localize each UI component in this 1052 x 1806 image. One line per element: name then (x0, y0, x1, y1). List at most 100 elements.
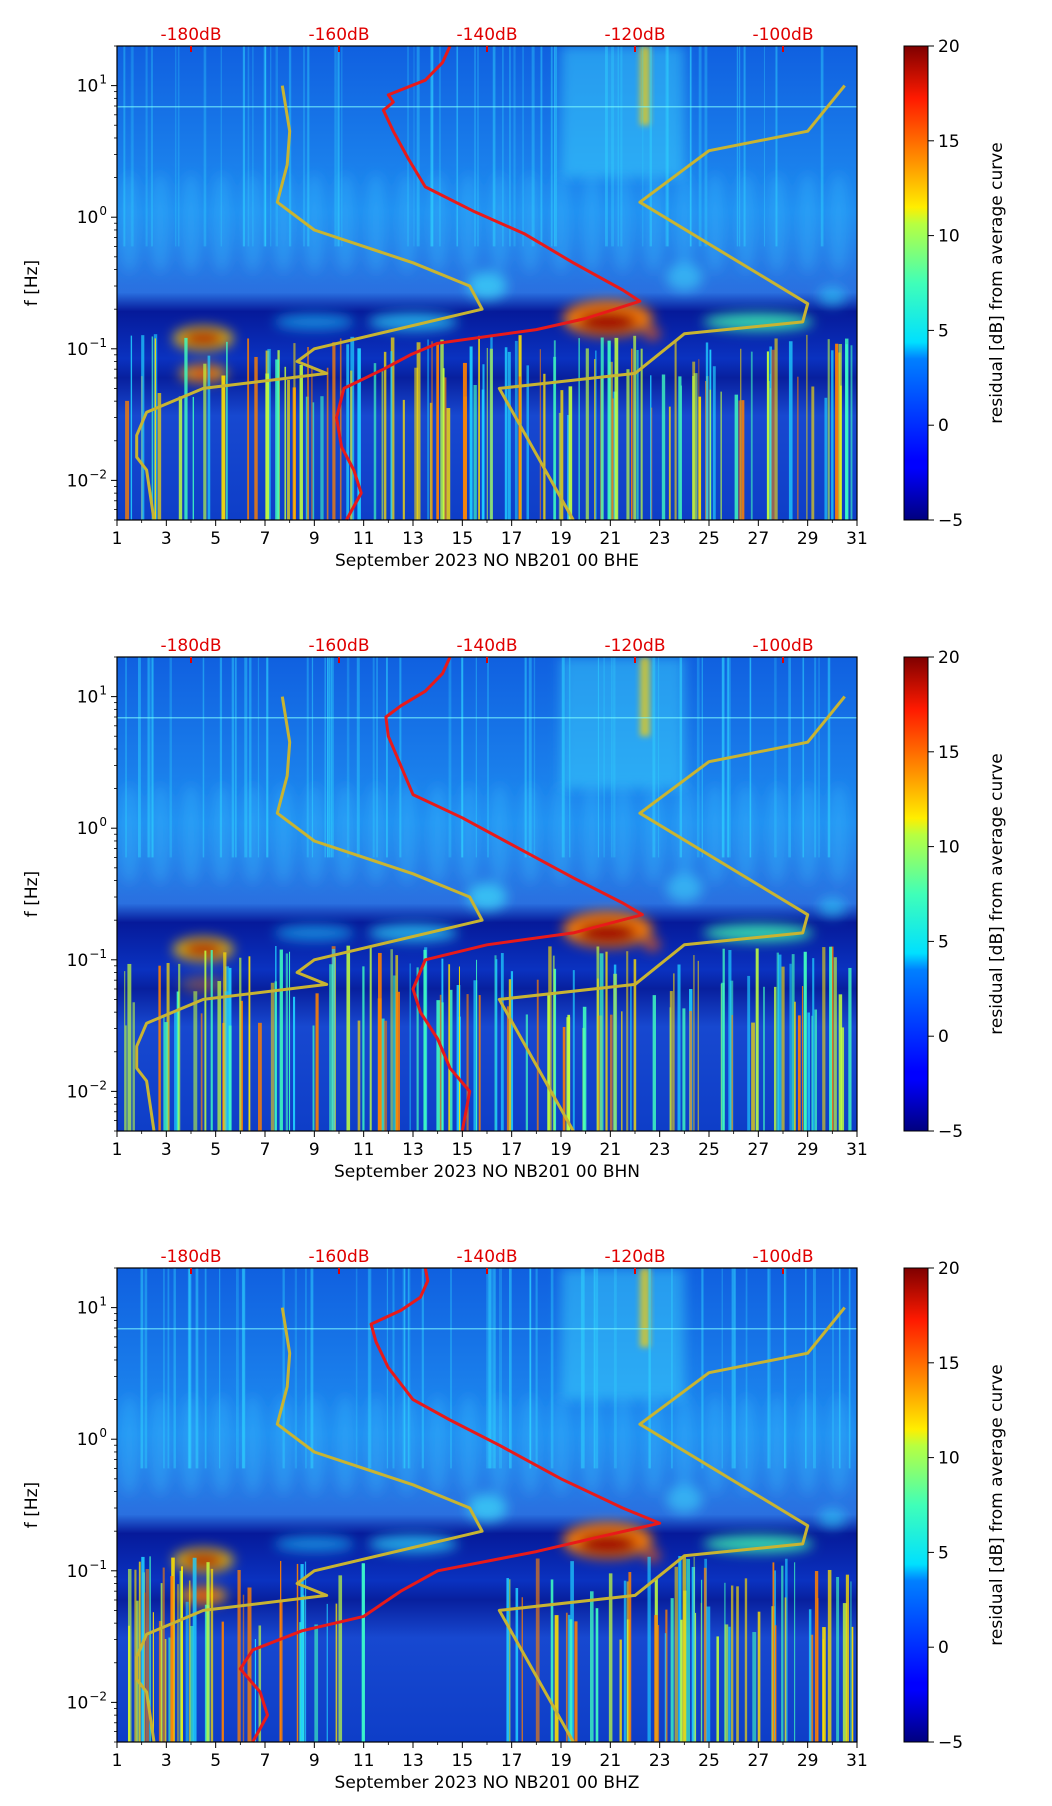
colorbar-tick-label: 5 (938, 321, 949, 341)
x-tick-label: 31 (846, 529, 868, 549)
db-tick-label: -180dB (160, 25, 221, 45)
colorbar: 20 15 10 5 0 −5 residual [dB] from average cur… (903, 37, 1007, 531)
x-tick-label: 29 (797, 1751, 819, 1771)
y-tick-label: 101 (77, 1295, 107, 1319)
median-psd-curve (238, 1267, 662, 1743)
x-tick-label: 21 (600, 1751, 622, 1771)
y-tick-label: 10−2 (67, 467, 107, 491)
colorbar-label: residual [dB] from average curve (987, 753, 1007, 1034)
colorbar-tick-label: −5 (938, 1733, 963, 1753)
x-tick-label: 15 (452, 1751, 474, 1771)
x-tick-label: 29 (797, 529, 819, 549)
db-tick-label: -100dB (752, 25, 813, 45)
plot-area (117, 657, 857, 1131)
x-tick-label: 25 (698, 529, 720, 549)
y-tick-label: 100 (77, 204, 107, 228)
y-tick-label: 10−1 (67, 1558, 107, 1582)
x-tick-label: 13 (402, 1140, 424, 1160)
x-tick-label: 19 (550, 1140, 572, 1160)
y-tick-label: 100 (77, 815, 107, 839)
x-tick-label: 25 (698, 1140, 720, 1160)
db-tick-label: -120dB (604, 25, 665, 45)
x-tick-label: 29 (797, 1140, 819, 1160)
colorbar-tick-label: 0 (938, 1638, 949, 1658)
x-axis-label: September 2023 NO NB201 00 BHZ (335, 1773, 640, 1793)
db-tick-label: -160dB (308, 25, 369, 45)
x-tick-label: 23 (649, 1140, 671, 1160)
x-tick-label: 17 (501, 1751, 523, 1771)
x-tick-label: 15 (452, 1140, 474, 1160)
plot-area (117, 1268, 857, 1742)
colorbar-tick-label: 20 (938, 648, 960, 668)
db-tick-label: -140dB (456, 25, 517, 45)
x-tick-label: 27 (748, 1140, 770, 1160)
y-tick-label: 101 (77, 73, 107, 97)
noise-model-curve-2 (497, 1306, 846, 1743)
x-tick-label: 31 (846, 1751, 868, 1771)
x-tick-label: 5 (210, 529, 221, 549)
db-tick-label: -160dB (308, 636, 369, 656)
db-tick-label: -140dB (456, 636, 517, 656)
y-tick-label: 10−1 (67, 947, 107, 971)
x-tick-label: 25 (698, 1751, 720, 1771)
colorbar-tick-label: 10 (938, 227, 960, 247)
x-tick-label: 9 (309, 1751, 320, 1771)
x-tick-label: 21 (600, 529, 622, 549)
x-axis-label: September 2023 NO NB201 00 BHE (335, 551, 639, 571)
colorbar-label: residual [dB] from average curve (987, 142, 1007, 423)
x-tick-label: 31 (846, 1140, 868, 1160)
db-tick-label: -120dB (604, 1247, 665, 1267)
x-tick-label: 3 (161, 1751, 172, 1771)
x-tick-label: 19 (550, 1751, 572, 1771)
db-tick-label: -100dB (752, 1247, 813, 1267)
x-tick-label: 11 (353, 1140, 375, 1160)
noise-model-curve-1 (135, 85, 484, 521)
colorbar-tick-label: −5 (938, 511, 963, 531)
x-tick-label: 27 (748, 529, 770, 549)
y-tick-label: 10−1 (67, 336, 107, 360)
noise-model-curve-2 (497, 695, 846, 1132)
colorbar: 20 15 10 5 0 −5 residual [dB] from average cur… (903, 648, 1007, 1142)
x-tick-label: 1 (112, 529, 123, 549)
x-tick-label: 9 (309, 529, 320, 549)
y-axis-label: f [Hz] (22, 1482, 42, 1528)
colorbar-tick-label: 20 (938, 37, 960, 57)
x-tick-label: 17 (501, 1140, 523, 1160)
y-axis-label: f [Hz] (22, 871, 42, 917)
x-tick-label: 23 (649, 1751, 671, 1771)
y-tick-label: 10−2 (67, 1689, 107, 1713)
x-tick-label: 17 (501, 529, 523, 549)
noise-model-curve-2 (497, 84, 846, 521)
db-tick-label: -120dB (604, 636, 665, 656)
y-tick-label: 100 (77, 1426, 107, 1450)
x-tick-label: 13 (402, 529, 424, 549)
colorbar-gradient (903, 1267, 929, 1743)
x-tick-label: 15 (452, 529, 474, 549)
colorbar-tick-label: −5 (938, 1122, 963, 1142)
db-tick-label: -160dB (308, 1247, 369, 1267)
colorbar-tick-label: 10 (938, 838, 960, 858)
x-tick-label: 5 (210, 1751, 221, 1771)
x-tick-label: 7 (260, 1751, 271, 1771)
x-tick-label: 11 (353, 529, 375, 549)
x-tick-label: 7 (260, 529, 271, 549)
spectrogram-texture (119, 173, 849, 383)
db-tick-label: -100dB (752, 636, 813, 656)
x-tick-label: 11 (353, 1751, 375, 1771)
colorbar-tick-label: 20 (938, 1259, 960, 1279)
x-tick-label: 21 (600, 1140, 622, 1160)
spectrogram-texture (119, 784, 849, 994)
colorbar-gradient (903, 45, 929, 521)
colorbar-tick-label: 5 (938, 932, 949, 952)
plot-area (117, 46, 857, 520)
x-tick-label: 9 (309, 1140, 320, 1160)
x-tick-label: 3 (161, 1140, 172, 1160)
x-tick-label: 3 (161, 529, 172, 549)
colorbar-gradient (903, 656, 929, 1132)
noise-model-curve-1 (135, 696, 484, 1132)
x-tick-label: 7 (260, 1140, 271, 1160)
y-tick-label: 10−2 (67, 1078, 107, 1102)
colorbar-label: residual [dB] from average curve (987, 1364, 1007, 1645)
